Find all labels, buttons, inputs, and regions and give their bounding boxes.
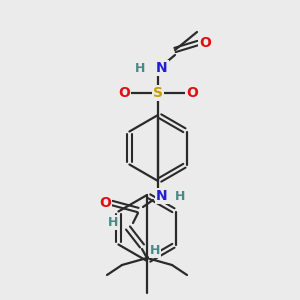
Text: O: O (186, 86, 198, 100)
Text: O: O (199, 36, 211, 50)
Text: N: N (156, 61, 168, 75)
Text: H: H (150, 244, 160, 256)
Text: H: H (175, 190, 185, 202)
Text: H: H (108, 215, 118, 229)
Text: S: S (153, 86, 163, 100)
Text: H: H (135, 61, 145, 74)
Text: O: O (99, 196, 111, 210)
Text: O: O (118, 86, 130, 100)
Text: N: N (156, 189, 168, 203)
